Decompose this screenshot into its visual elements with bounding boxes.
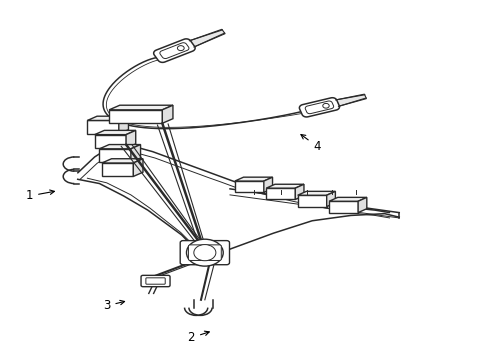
Text: 1: 1 <box>25 189 54 202</box>
Polygon shape <box>335 94 366 106</box>
Polygon shape <box>133 159 142 176</box>
Polygon shape <box>234 181 264 192</box>
Polygon shape <box>264 177 272 192</box>
Polygon shape <box>295 184 304 199</box>
Polygon shape <box>162 105 173 123</box>
Text: 2: 2 <box>187 331 209 344</box>
Polygon shape <box>189 29 224 47</box>
Polygon shape <box>99 149 131 162</box>
Polygon shape <box>102 163 133 176</box>
FancyBboxPatch shape <box>180 240 229 265</box>
Polygon shape <box>160 43 188 59</box>
Polygon shape <box>265 184 304 188</box>
Circle shape <box>322 103 328 108</box>
Polygon shape <box>328 197 366 201</box>
Polygon shape <box>265 188 295 199</box>
Polygon shape <box>99 145 140 149</box>
Polygon shape <box>299 98 339 117</box>
Polygon shape <box>305 101 333 114</box>
Polygon shape <box>119 116 128 134</box>
Polygon shape <box>131 145 140 162</box>
Polygon shape <box>328 201 357 213</box>
Polygon shape <box>297 195 326 207</box>
Polygon shape <box>95 135 126 148</box>
Polygon shape <box>326 192 335 207</box>
Polygon shape <box>102 159 142 163</box>
Polygon shape <box>109 105 173 110</box>
FancyBboxPatch shape <box>145 278 165 284</box>
Text: 4: 4 <box>300 135 320 153</box>
Circle shape <box>186 239 223 266</box>
Polygon shape <box>153 39 195 62</box>
Polygon shape <box>234 177 272 181</box>
Polygon shape <box>109 110 162 123</box>
Polygon shape <box>95 130 136 135</box>
Polygon shape <box>126 130 136 148</box>
Circle shape <box>177 46 184 51</box>
Polygon shape <box>357 197 366 213</box>
FancyBboxPatch shape <box>188 245 221 260</box>
FancyBboxPatch shape <box>141 275 170 287</box>
Polygon shape <box>297 192 335 195</box>
Text: 3: 3 <box>103 299 124 312</box>
Circle shape <box>193 244 215 261</box>
Polygon shape <box>87 121 119 134</box>
Polygon shape <box>87 116 128 121</box>
